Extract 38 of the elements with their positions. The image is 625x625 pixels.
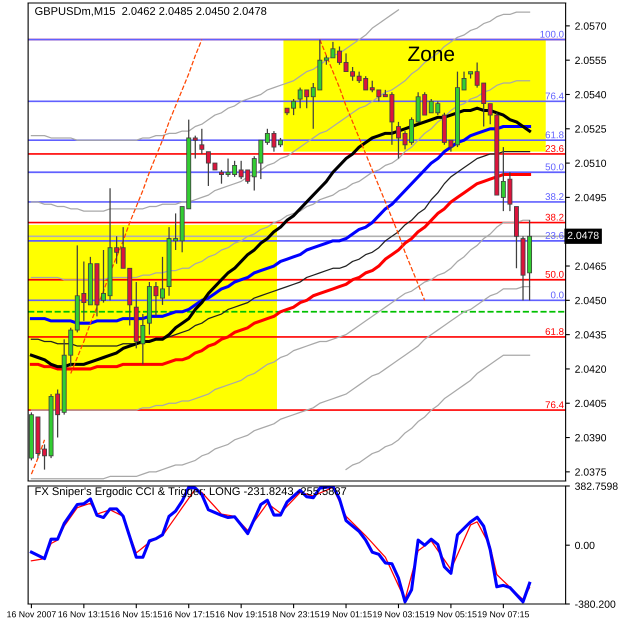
y-tick-label: 2.0465 <box>575 262 606 270</box>
y-tick-label: 382.7598 <box>575 482 618 490</box>
x-tick-label: 16 Nov 17:15 <box>163 611 214 618</box>
y-tick-label: 2.0435 <box>575 331 606 339</box>
annotation: 76.4 <box>546 401 564 408</box>
y-tick-label: 2.0405 <box>575 400 606 408</box>
x-tick-label: 16 Nov 2007 <box>7 611 56 618</box>
y-tick-label: 2.0510 <box>575 160 606 167</box>
y-tick-label: 2.0525 <box>575 125 606 133</box>
y-tick-label: 2.0495 <box>575 194 606 202</box>
x-tick-label: 19 Nov 07:15 <box>478 611 530 618</box>
x-tick-label: 19 Nov 03:15 <box>373 611 424 618</box>
annotation: 38.2 <box>545 193 564 200</box>
y-tick-label: 2.0450 <box>575 296 606 304</box>
ref-line-label: 2.0478 <box>568 232 599 240</box>
x-tick-label: 19 Nov 01:15 <box>320 611 372 618</box>
annotation: 0.0 <box>550 292 564 298</box>
x-tick-label: 19 Nov 05:15 <box>426 611 477 618</box>
y-tick-label: 2.0375 <box>575 468 606 476</box>
y-tick-label: 2.0420 <box>575 365 606 373</box>
y-tick-label: -380.200 <box>575 600 616 608</box>
x-tick-label: 16 Nov 15:15 <box>110 611 162 618</box>
x-tick-label: 16 Nov 19:15 <box>216 611 267 618</box>
annotation: 50.0 <box>545 270 564 278</box>
y-tick-label: 0.00 <box>575 542 595 550</box>
annotation: 61.8 <box>546 328 564 335</box>
annotation: 100.0 <box>540 30 564 38</box>
x-tick-label: 16 Nov 13:15 <box>58 611 110 618</box>
y-tick-label: 2.0390 <box>575 434 606 442</box>
annotation: 38.2 <box>545 214 564 221</box>
chart-title: GBPUSDm,M15 2.0462 2.0485 2.0450 2.0478 <box>35 7 266 16</box>
annotation: 23.6 <box>546 145 564 152</box>
annotation: 50.0 <box>545 163 564 170</box>
y-tick-label: 2.0555 <box>575 56 606 64</box>
y-tick-label: 2.0540 <box>575 90 606 98</box>
annotation: 23.6 <box>546 232 564 239</box>
x-tick-label: 18 Nov 23:15 <box>268 611 320 618</box>
y-tick-label: 2.0570 <box>575 22 606 30</box>
